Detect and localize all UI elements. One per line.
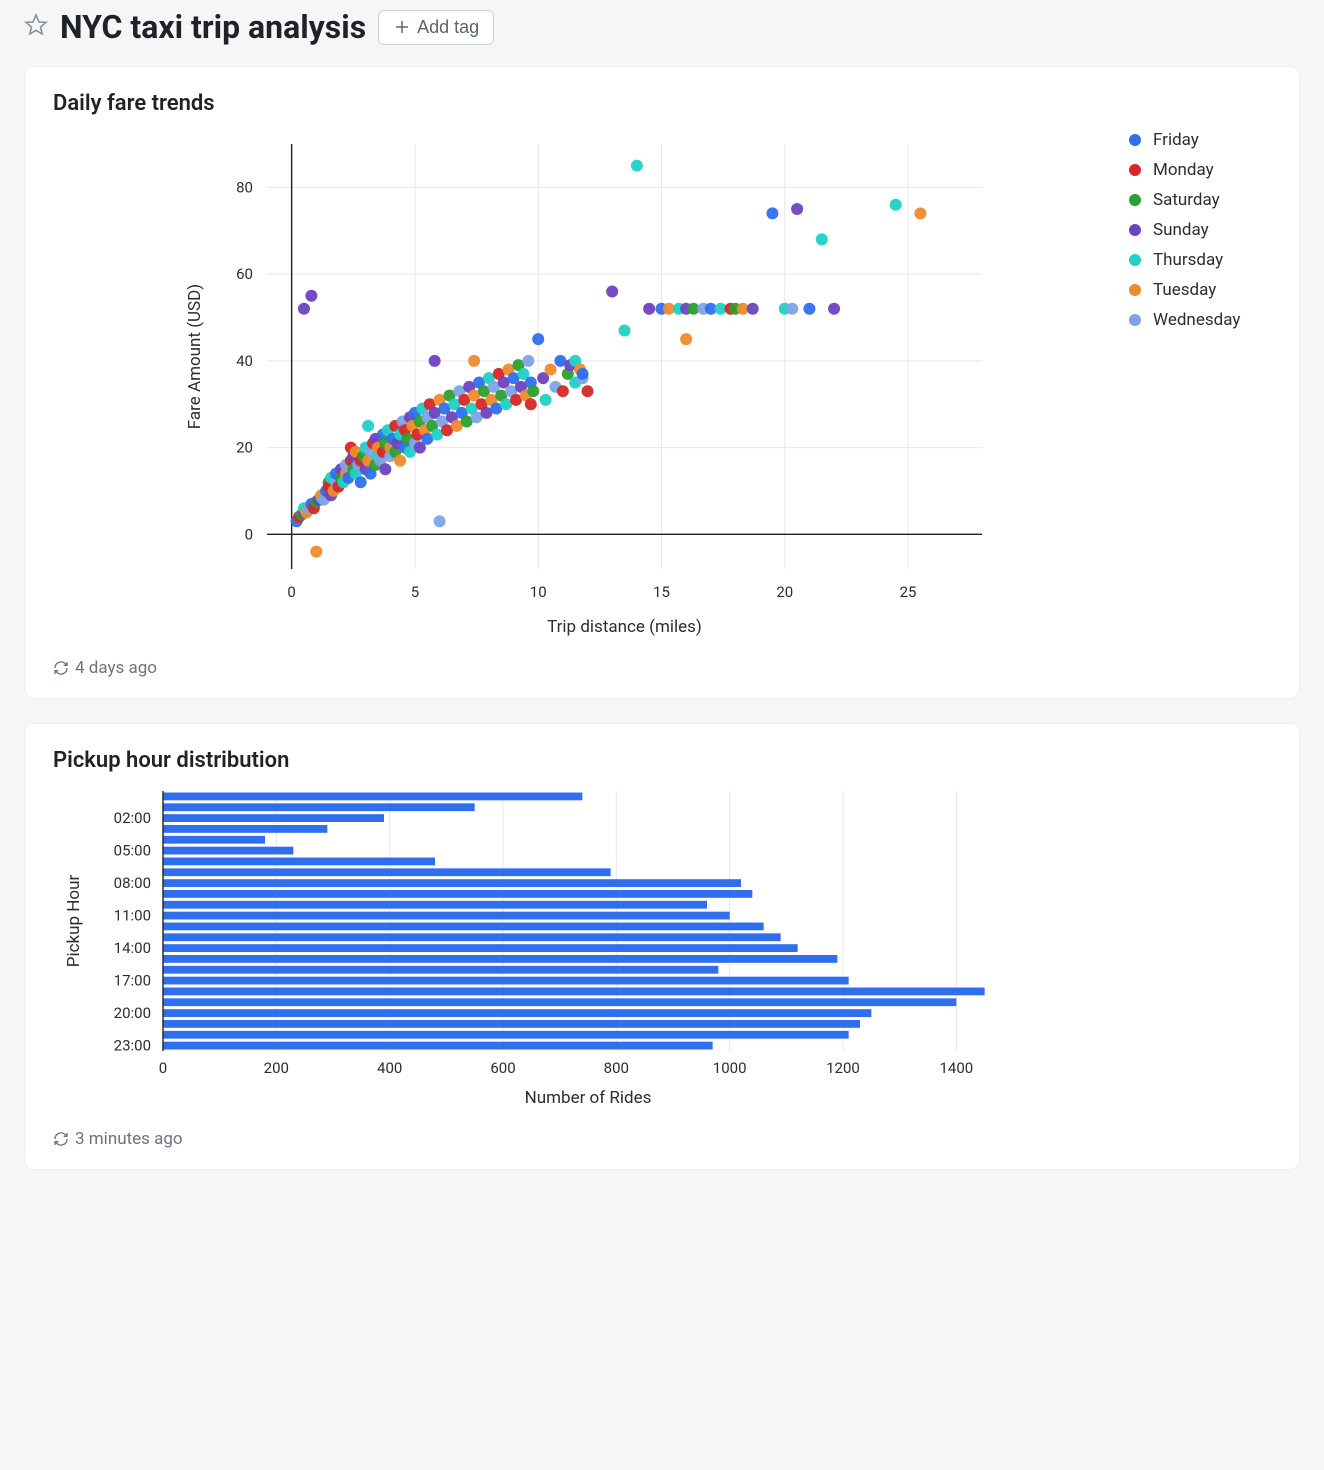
add-tag-label: Add tag (417, 17, 479, 38)
svg-text:25: 25 (900, 583, 917, 601)
legend-dot (1129, 254, 1141, 266)
bar-title: Pickup hour distribution (53, 748, 1271, 773)
svg-text:Trip distance (miles): Trip distance (miles) (547, 617, 702, 637)
svg-text:0: 0 (159, 1059, 167, 1077)
svg-text:40: 40 (236, 352, 253, 370)
page-title: NYC taxi trip analysis (60, 8, 366, 46)
svg-text:23:00: 23:00 (114, 1037, 151, 1055)
bar-card: Pickup hour distribution 02:00 05:00 08:00… (24, 723, 1300, 1170)
scatter-timestamp: 4 days ago (75, 658, 157, 678)
legend-label: Monday (1153, 160, 1214, 180)
legend-label: Saturday (1153, 190, 1220, 210)
bar-chart: 02:00 05:00 08:00 11:00 14:00 17:00 20:00 23:00… (53, 781, 1033, 1111)
svg-text:Fare Amount (USD): Fare Amount (USD) (185, 284, 205, 429)
legend-dot (1129, 314, 1141, 326)
svg-text:17:00: 17:00 (114, 972, 151, 990)
legend-item[interactable]: Tuesday (1129, 280, 1271, 300)
svg-text:10: 10 (530, 583, 547, 601)
svg-text:1000: 1000 (713, 1059, 747, 1077)
svg-text:800: 800 (604, 1059, 629, 1077)
refresh-icon (53, 660, 69, 676)
legend-item[interactable]: Thursday (1129, 250, 1271, 270)
svg-text:20: 20 (776, 583, 793, 601)
svg-text:05:00: 05:00 (114, 842, 151, 860)
page-header: NYC taxi trip analysis Add tag (0, 0, 1324, 66)
svg-text:14:00: 14:00 (114, 939, 151, 957)
legend-label: Friday (1153, 130, 1199, 150)
add-tag-button[interactable]: Add tag (378, 10, 494, 45)
scatter-footer: 4 days ago (53, 658, 1271, 678)
plus-icon (393, 18, 411, 36)
svg-text:80: 80 (236, 178, 253, 196)
legend-dot (1129, 284, 1141, 296)
svg-text:60: 60 (236, 265, 253, 283)
svg-text:0: 0 (245, 525, 253, 543)
svg-text:1400: 1400 (939, 1059, 973, 1077)
svg-text:0: 0 (287, 583, 295, 601)
legend-dot (1129, 224, 1141, 236)
svg-text:02:00: 02:00 (114, 809, 151, 827)
svg-text:20:00: 20:00 (114, 1004, 151, 1022)
svg-text:600: 600 (490, 1059, 515, 1077)
svg-text:15: 15 (653, 583, 670, 601)
legend-label: Wednesday (1153, 310, 1240, 330)
star-icon[interactable] (24, 13, 48, 41)
legend-label: Tuesday (1153, 280, 1216, 300)
svg-text:20: 20 (236, 439, 253, 457)
svg-text:200: 200 (264, 1059, 289, 1077)
bar-footer: 3 minutes ago (53, 1129, 1271, 1149)
legend-dot (1129, 134, 1141, 146)
scatter-legend: Friday Monday Saturday Sunday Thursday Tuesda… (1111, 124, 1271, 330)
scatter-card: Daily fare trends 0 5 10 15 20 25 0 20 40 60 80 Tri… (24, 66, 1300, 699)
bar-timestamp: 3 minutes ago (75, 1129, 183, 1149)
svg-text:11:00: 11:00 (114, 907, 151, 925)
refresh-icon (53, 1131, 69, 1147)
scatter-title: Daily fare trends (53, 91, 1271, 116)
legend-dot (1129, 194, 1141, 206)
legend-label: Sunday (1153, 220, 1209, 240)
scatter-chart: 0 5 10 15 20 25 0 20 40 60 80 Trip distance (miles)… (53, 124, 1111, 644)
legend-item[interactable]: Saturday (1129, 190, 1271, 210)
legend-item[interactable]: Wednesday (1129, 310, 1271, 330)
svg-text:08:00: 08:00 (114, 874, 151, 892)
svg-text:400: 400 (377, 1059, 402, 1077)
svg-text:Number of Rides: Number of Rides (525, 1088, 652, 1108)
legend-label: Thursday (1153, 250, 1223, 270)
legend-item[interactable]: Monday (1129, 160, 1271, 180)
svg-text:5: 5 (411, 583, 419, 601)
svg-text:1200: 1200 (826, 1059, 860, 1077)
legend-dot (1129, 164, 1141, 176)
legend-item[interactable]: Sunday (1129, 220, 1271, 240)
legend-item[interactable]: Friday (1129, 130, 1271, 150)
svg-text:Pickup Hour: Pickup Hour (64, 875, 84, 968)
